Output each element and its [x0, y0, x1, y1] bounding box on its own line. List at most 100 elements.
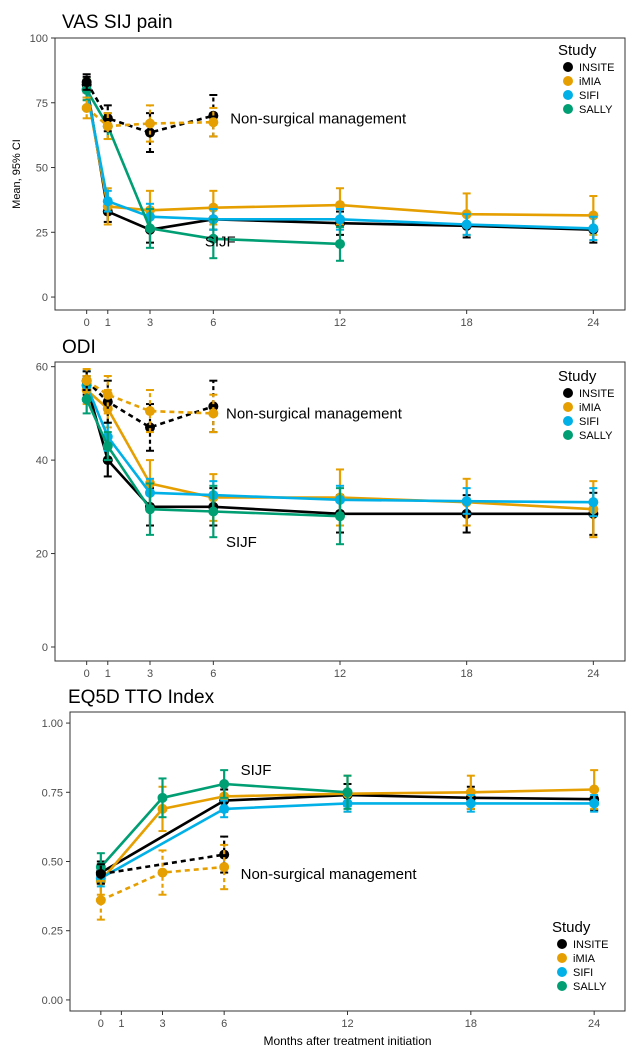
x-tick-label: 6: [221, 1018, 227, 1030]
data-point: [219, 849, 230, 860]
y-tick-label: 0: [42, 292, 48, 304]
x-tick-label: 6: [210, 668, 216, 680]
data-point: [145, 223, 155, 234]
data-point: [208, 408, 219, 419]
y-tick-label: 0.50: [42, 857, 63, 869]
legend-swatch: [563, 388, 573, 398]
data-point: [461, 496, 472, 507]
annotation-label: SIJF: [241, 762, 272, 779]
legend-label: INSITE: [579, 62, 614, 74]
data-point: [588, 210, 599, 221]
data-point: [589, 784, 600, 795]
y-tick-label: 25: [36, 227, 48, 239]
legend: Study INSITE iMIA SIFI SALLY: [558, 368, 614, 442]
x-tick-label: 1: [105, 317, 111, 329]
data-point: [102, 196, 113, 207]
legend-swatch: [557, 981, 567, 991]
data-point: [208, 506, 219, 517]
legend-label: INSITE: [573, 939, 608, 951]
legend-swatch: [563, 402, 573, 412]
x-tick-label: 18: [461, 317, 473, 329]
data-point: [145, 118, 155, 129]
annotation-label: Non-surgical management: [241, 866, 418, 883]
x-tick-label: 12: [334, 317, 346, 329]
data-point: [102, 389, 113, 400]
data-point: [81, 77, 92, 88]
legend-label: iMIA: [573, 953, 596, 965]
x-tick-label: 12: [341, 1018, 353, 1030]
x-tick-label: 18: [461, 668, 473, 680]
series-line: [85, 379, 214, 429]
data-point: [145, 504, 155, 515]
legend-label: SIFI: [579, 90, 599, 102]
data-point: [219, 778, 230, 789]
series-line: [99, 782, 348, 868]
data-point: [157, 867, 168, 878]
x-tick-label: 3: [147, 317, 153, 329]
legend: Study INSITE iMIA SIFI SALLY: [558, 42, 614, 116]
chart-panel-0: VAS SIJ pain 0 25 50 75 100 0 1 3 6 12 18 24 Mean, 95…: [11, 12, 626, 329]
data-point: [102, 113, 113, 124]
x-tick-label: 1: [118, 1018, 124, 1030]
series-imia-nonsurgical: [81, 368, 219, 434]
data-point: [219, 803, 230, 814]
x-tick-label: 0: [98, 1018, 104, 1030]
data-point: [219, 862, 230, 873]
series-sally-sijf: [81, 384, 345, 546]
data-point: [102, 396, 113, 407]
data-point: [81, 102, 92, 113]
data-point: [145, 422, 155, 433]
data-point: [102, 441, 113, 452]
y-tick-label: 20: [36, 549, 48, 561]
legend-label: INSITE: [579, 388, 614, 400]
y-tick-label: 0.75: [42, 787, 63, 799]
data-point: [589, 798, 600, 809]
panel-border: [54, 37, 626, 311]
legend-label: iMIA: [579, 76, 602, 88]
x-tick-label: 0: [84, 317, 90, 329]
legend-title: Study: [552, 919, 591, 936]
data-point: [102, 121, 113, 132]
chart-title: ODI: [62, 337, 96, 358]
data-point: [208, 233, 219, 244]
x-tick-label: 3: [159, 1018, 165, 1030]
legend-label: iMIA: [579, 402, 602, 414]
data-point: [157, 792, 168, 803]
data-point: [95, 868, 106, 879]
data-point: [335, 511, 345, 522]
y-tick-label: 0: [42, 642, 48, 654]
series-line: [85, 106, 214, 128]
legend-label: SALLY: [573, 981, 607, 993]
y-tick-label: 50: [36, 163, 48, 175]
data-point: [81, 394, 92, 405]
data-point: [208, 117, 219, 128]
y-tick-label: 60: [36, 362, 48, 374]
legend: Study INSITE iMIA SIFI SALLY: [552, 919, 608, 993]
series-imia-nonsurgical: [95, 843, 230, 921]
data-point: [95, 895, 106, 906]
series-line: [99, 788, 595, 882]
legend-title: Study: [558, 42, 597, 59]
x-tick-label: 18: [465, 1018, 477, 1030]
legend-label: SALLY: [579, 430, 613, 442]
annotation-label: Non-surgical management: [226, 405, 403, 422]
legend-swatch: [557, 953, 567, 963]
series-sifi-sijf: [81, 81, 599, 242]
legend-swatch: [557, 939, 567, 949]
legend-swatch: [563, 416, 573, 426]
y-axis-label: Mean, 95% CI: [11, 139, 23, 209]
data-point: [588, 497, 599, 508]
series-line: [100, 853, 225, 876]
series-line: [85, 379, 214, 415]
y-tick-label: 1.00: [42, 718, 63, 730]
legend-swatch: [563, 76, 573, 86]
data-point: [588, 223, 599, 234]
y-tick-label: 100: [30, 33, 48, 45]
data-point: [208, 202, 219, 213]
y-tick-label: 75: [36, 98, 48, 110]
legend-swatch: [557, 967, 567, 977]
y-tick-label: 0.00: [42, 995, 63, 1007]
data-point: [208, 401, 219, 412]
legend-swatch: [563, 104, 573, 114]
x-tick-label: 24: [587, 668, 599, 680]
